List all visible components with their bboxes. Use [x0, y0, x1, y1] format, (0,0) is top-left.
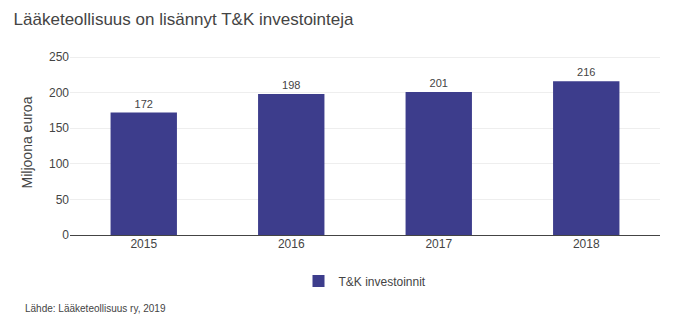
svg-text:150: 150: [49, 121, 69, 135]
svg-text:201: 201: [430, 77, 448, 89]
svg-text:100: 100: [49, 157, 69, 171]
svg-text:172: 172: [135, 98, 153, 110]
svg-text:200: 200: [49, 86, 69, 100]
svg-text:2016: 2016: [278, 237, 305, 251]
svg-text:250: 250: [49, 50, 69, 64]
svg-text:0: 0: [62, 228, 69, 242]
svg-text:216: 216: [577, 66, 595, 78]
svg-text:Lähde: Lääketeollisuus ry, 201: Lähde: Lääketeollisuus ry, 2019: [25, 303, 166, 314]
svg-text:Miljoona euroa: Miljoona euroa: [19, 96, 35, 188]
svg-text:2018: 2018: [573, 237, 600, 251]
svg-text:Lääketeollisuus on lisännyt T&: Lääketeollisuus on lisännyt T&K investoi…: [14, 10, 354, 29]
svg-text:198: 198: [282, 79, 300, 91]
svg-text:50: 50: [56, 193, 70, 207]
svg-text:2015: 2015: [130, 237, 157, 251]
svg-text:T&K investoinnit: T&K investoinnit: [339, 275, 426, 289]
svg-text:2017: 2017: [425, 237, 452, 251]
